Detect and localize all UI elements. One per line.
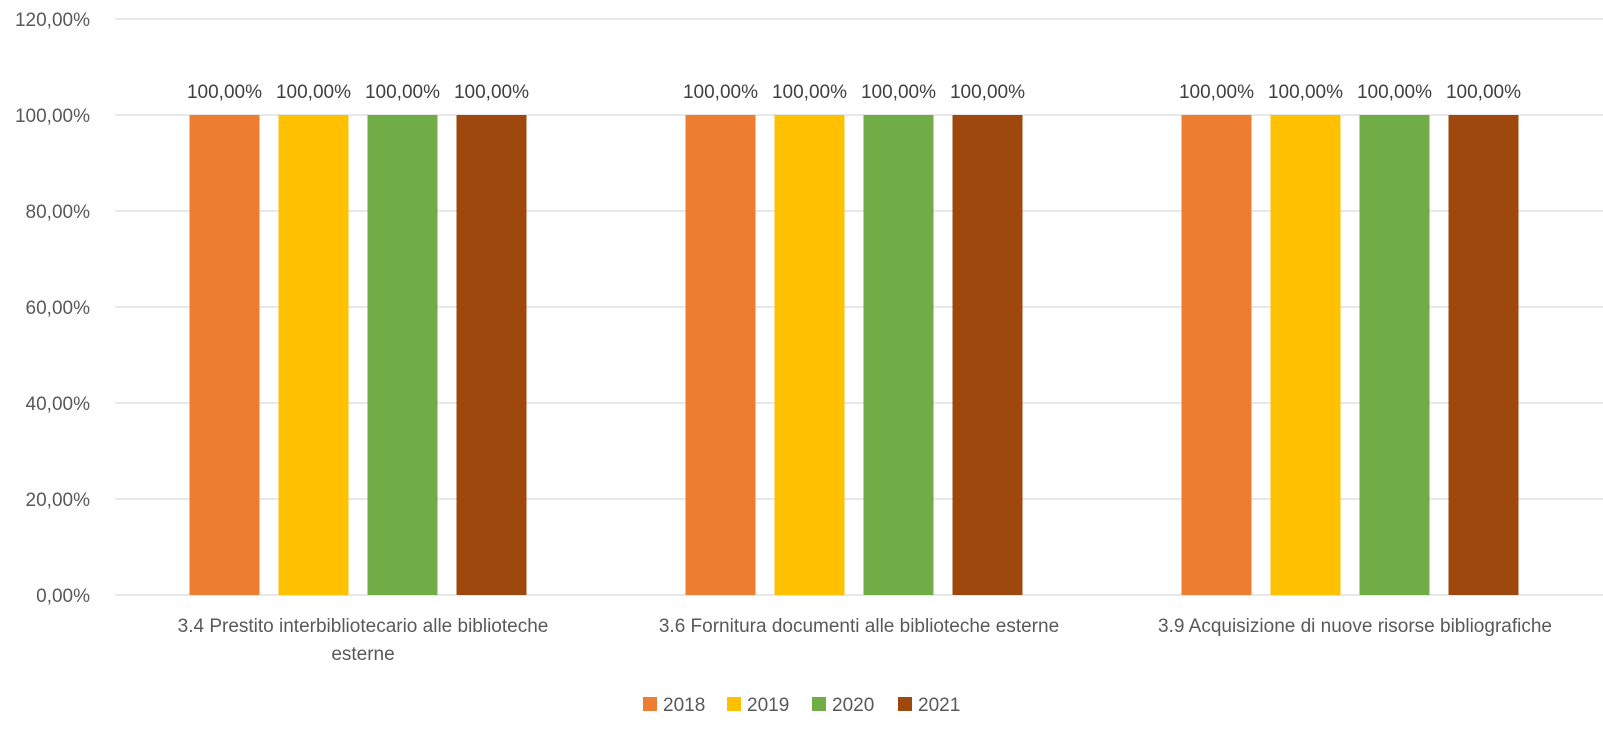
y-tick-label: 80,00% xyxy=(26,202,91,223)
legend-label: 2018 xyxy=(663,695,705,716)
legend-swatch xyxy=(727,697,741,711)
category-labels: 3.4 Prestito interbibliotecario alle bib… xyxy=(178,616,1552,665)
bar-2021 xyxy=(456,115,527,595)
y-tick-label: 100,00% xyxy=(15,106,90,127)
data-label: 100,00% xyxy=(454,82,529,103)
y-tick-label: 60,00% xyxy=(26,298,91,319)
y-tick-label: 20,00% xyxy=(26,490,91,511)
bar-2019 xyxy=(1270,115,1341,595)
bars xyxy=(189,115,1519,595)
category-label: 3.9 Acquisizione di nuove risorse biblio… xyxy=(1158,616,1552,637)
legend-label: 2019 xyxy=(747,695,789,716)
data-label: 100,00% xyxy=(1268,82,1343,103)
category-label: 3.6 Fornitura documenti alle biblioteche… xyxy=(659,616,1059,637)
data-label: 100,00% xyxy=(772,82,847,103)
data-label: 100,00% xyxy=(187,82,262,103)
legend-label: 2020 xyxy=(832,695,874,716)
data-label: 100,00% xyxy=(1357,82,1432,103)
bar-2021 xyxy=(952,115,1023,595)
bar-2021 xyxy=(1448,115,1519,595)
data-label: 100,00% xyxy=(1446,82,1521,103)
bar-2018 xyxy=(685,115,756,595)
bar-2020 xyxy=(367,115,438,595)
legend-swatch xyxy=(898,697,912,711)
category-label: esterne xyxy=(331,644,394,665)
y-tick-label: 0,00% xyxy=(36,586,90,607)
bar-2020 xyxy=(863,115,934,595)
data-label: 100,00% xyxy=(276,82,351,103)
gridlines xyxy=(115,18,1603,596)
y-tick-label: 120,00% xyxy=(15,10,90,31)
legend-swatch xyxy=(643,697,657,711)
category-label: 3.4 Prestito interbibliotecario alle bib… xyxy=(178,616,549,637)
bar-2020 xyxy=(1359,115,1430,595)
data-label: 100,00% xyxy=(365,82,440,103)
data-label: 100,00% xyxy=(950,82,1025,103)
legend-swatch xyxy=(812,697,826,711)
data-labels: 100,00% 100,00% 100,00% 100,00% 100,00% 100,0… xyxy=(187,82,1521,103)
data-label: 100,00% xyxy=(683,82,758,103)
y-tick-label: 40,00% xyxy=(26,394,91,415)
bar-2019 xyxy=(774,115,845,595)
data-label: 100,00% xyxy=(861,82,936,103)
bar-2019 xyxy=(278,115,349,595)
bar-2018 xyxy=(1181,115,1252,595)
data-label: 100,00% xyxy=(1179,82,1254,103)
legend-label: 2021 xyxy=(918,695,960,716)
legend: 2018 2019 2020 2021 xyxy=(643,695,960,716)
y-axis-tick-labels: 0,00% 20,00% 40,00% 60,00% 80,00% 100,00% 120,… xyxy=(15,10,90,607)
bar-2018 xyxy=(189,115,260,595)
